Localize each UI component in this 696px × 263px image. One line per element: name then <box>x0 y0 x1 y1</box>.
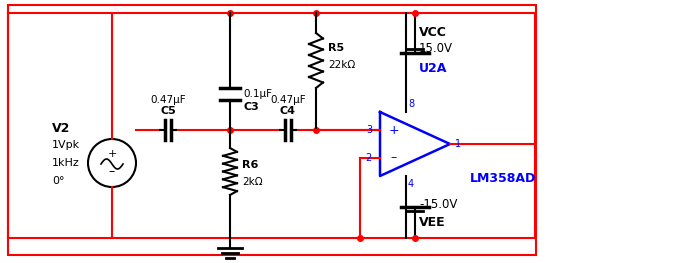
Text: VCC: VCC <box>419 27 447 39</box>
Text: –: – <box>109 165 115 179</box>
Text: 8: 8 <box>408 99 414 109</box>
Text: 0.47μF: 0.47μF <box>270 95 306 105</box>
Text: 1Vpk: 1Vpk <box>52 140 80 150</box>
Text: 1kHz: 1kHz <box>52 158 80 168</box>
Text: C5: C5 <box>160 106 176 116</box>
Text: 1: 1 <box>455 139 461 149</box>
Text: +: + <box>388 124 400 136</box>
Text: 2kΩ: 2kΩ <box>242 177 262 187</box>
Text: R5: R5 <box>328 43 344 53</box>
Text: 0.1μF: 0.1μF <box>243 89 272 99</box>
Text: –: – <box>391 151 397 164</box>
Text: -15.0V: -15.0V <box>419 199 457 211</box>
Text: +: + <box>107 149 117 159</box>
Text: U2A: U2A <box>419 63 448 75</box>
Text: C3: C3 <box>243 102 259 112</box>
Text: 4: 4 <box>408 179 414 189</box>
Text: 22kΩ: 22kΩ <box>328 60 355 70</box>
Text: 0.47μF: 0.47μF <box>150 95 186 105</box>
Text: LM358AD: LM358AD <box>470 171 536 185</box>
Text: 2: 2 <box>366 153 372 163</box>
Text: C4: C4 <box>280 106 296 116</box>
Text: V2: V2 <box>52 122 70 134</box>
Text: VEE: VEE <box>419 216 445 230</box>
Text: 3: 3 <box>366 125 372 135</box>
Text: R6: R6 <box>242 160 258 170</box>
Bar <box>8 5 536 255</box>
Text: 0°: 0° <box>52 176 65 186</box>
Text: 15.0V: 15.0V <box>419 43 453 55</box>
